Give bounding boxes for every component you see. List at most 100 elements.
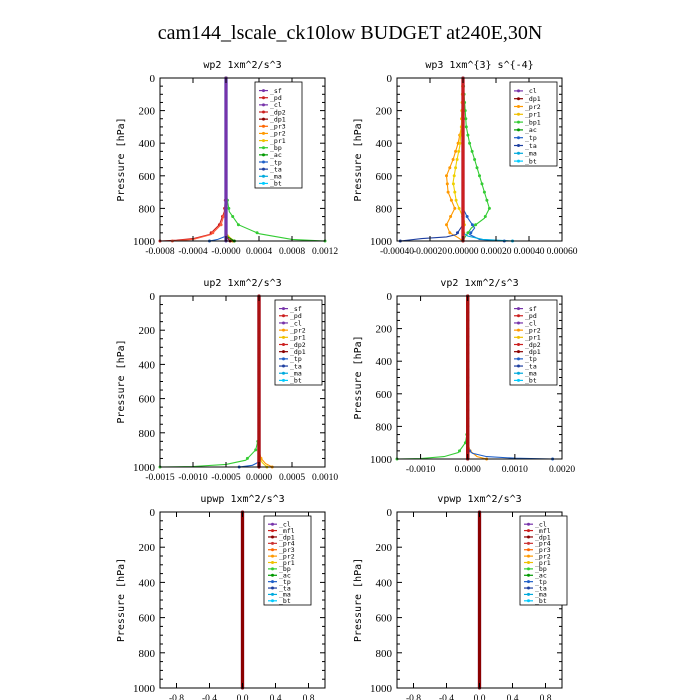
series-line-pd [159,78,227,242]
x-tick-label: 0.00040 [514,247,545,257]
legend-marker [282,321,285,325]
legend-marker [271,592,274,596]
y-axis-label: Pressure [hPa] [116,339,127,423]
legend-marker [527,529,530,533]
series-point [457,149,461,153]
panel-title: upwp 1xm^2/s^3 [200,494,284,505]
x-tick-label: 0.0004 [246,247,272,257]
legend-marker [262,153,265,157]
series-point [211,231,215,235]
legend-marker [517,151,520,155]
series-point [454,166,458,170]
legend-marker [271,586,274,590]
x-tick-label: -0.4 [439,694,454,700]
legend-entry-ma: _ma [525,370,537,378]
legend-entry-pr2: _pr2 [290,326,306,334]
legend-entry-bt: _bt [279,597,291,605]
series-point [461,182,465,186]
legend-entry-ta: _ta [290,362,302,370]
series-point [473,158,477,161]
legend-marker [282,378,285,382]
series-point [445,174,448,178]
series-point [451,158,455,161]
legend-marker [527,599,530,603]
x-tick-label: 0.00000 [448,247,479,257]
series-point [461,190,465,194]
series-point [456,231,459,235]
x-tick-label: -0.0015 [145,473,175,483]
series-point [478,616,481,620]
legend-marker [517,350,520,354]
x-tick-label: -0.8 [169,694,184,700]
series-point [465,215,469,218]
legend-entry-ta: _ta [525,362,537,370]
series-point [241,616,244,620]
x-tick-label: -0.0005 [211,473,241,483]
series-point [452,174,456,178]
legend-marker [271,554,274,558]
legend-entry-bt: _bt [535,597,547,605]
y-tick-label: 600 [139,613,156,625]
y-tick-label: 200 [139,106,156,118]
series-point [478,528,481,532]
y-tick-label: 800 [139,428,156,440]
legend-marker [271,567,274,571]
legend: _cl_mfl_dp1_pr4_pr3_pr2_pr1_bp_ac_tp_ta_… [263,515,312,606]
series-point [445,223,448,227]
series-point [241,545,244,549]
legend-entry-mfl: _mfl [535,527,551,535]
legend-entry-bt: _bt [270,180,282,188]
series-point [241,528,244,532]
series-point [241,580,244,584]
series-point [257,328,261,332]
legend-entry-ta: _ta [279,584,291,592]
legend-marker [517,105,520,108]
y-axis-label: Pressure [hPa] [353,117,364,201]
legend-entry-bt: _bt [525,377,537,385]
series-point [466,416,470,420]
series-point [458,449,461,453]
legend-marker [517,314,520,318]
series-point [466,359,470,363]
series-point [466,343,470,347]
x-tick-label: 0.4 [270,694,282,700]
series-point [466,327,470,331]
legend-marker [282,364,285,368]
y-tick-label: 800 [139,648,156,660]
x-tick-label: 0.0012 [312,247,338,257]
series-line-ta [239,296,260,468]
legend-marker [517,328,520,332]
series-line-dp2 [396,296,469,460]
series-point [454,198,458,202]
legend-marker [517,378,520,382]
legend-entry-dp1: _dp1 [525,348,541,356]
series-point [224,141,228,145]
legend-marker [271,573,274,577]
series-point [257,345,261,349]
legend-marker [282,343,285,346]
legend-entry-pr4: _pr4 [279,540,295,548]
series-point [224,84,228,88]
series-point [466,133,470,137]
series-point [474,223,478,227]
series-point [487,206,491,210]
series-point [257,380,261,383]
series-point [478,651,481,655]
legend-marker [262,181,265,185]
series-point [224,101,228,104]
legend-marker [262,96,265,100]
y-axis-label: Pressure [hPa] [353,558,364,642]
y-tick-label: 1000 [133,462,156,474]
legend-entry-pr1: _pr1 [290,334,306,342]
legend-entry-pr2: _pr2 [525,103,541,111]
series-point [466,433,470,436]
series-point [464,125,468,129]
legend-marker [271,541,274,545]
series-point [449,215,453,218]
series-point [466,400,470,404]
series-point [461,158,465,161]
series-point [478,633,481,637]
legend-entry-ac: _ac [279,572,291,580]
series-point [257,422,261,426]
series-point [478,607,481,611]
